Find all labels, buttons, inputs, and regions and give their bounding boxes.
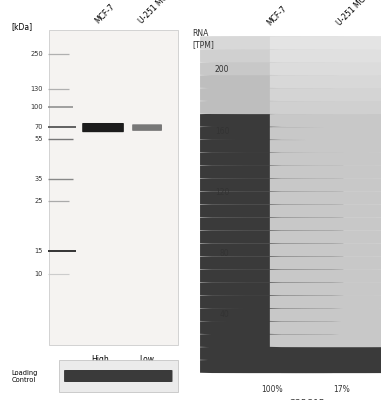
FancyBboxPatch shape — [270, 101, 385, 114]
FancyBboxPatch shape — [200, 192, 343, 205]
FancyBboxPatch shape — [200, 62, 343, 75]
Text: Loading
Control: Loading Control — [12, 370, 38, 382]
FancyBboxPatch shape — [270, 217, 385, 231]
FancyBboxPatch shape — [200, 88, 343, 101]
FancyBboxPatch shape — [270, 178, 385, 192]
Text: 40: 40 — [219, 310, 229, 319]
FancyBboxPatch shape — [49, 30, 177, 345]
FancyBboxPatch shape — [200, 334, 343, 347]
FancyBboxPatch shape — [59, 360, 177, 392]
FancyBboxPatch shape — [270, 114, 385, 127]
FancyBboxPatch shape — [270, 127, 385, 140]
FancyBboxPatch shape — [270, 243, 385, 256]
FancyBboxPatch shape — [200, 321, 343, 334]
FancyBboxPatch shape — [270, 269, 385, 282]
FancyBboxPatch shape — [270, 49, 385, 62]
Text: 200: 200 — [215, 66, 229, 74]
FancyBboxPatch shape — [132, 124, 162, 131]
Text: 10: 10 — [35, 271, 43, 277]
FancyBboxPatch shape — [200, 36, 343, 49]
FancyBboxPatch shape — [64, 370, 172, 382]
FancyBboxPatch shape — [270, 282, 385, 296]
FancyBboxPatch shape — [82, 123, 124, 132]
FancyBboxPatch shape — [200, 140, 343, 153]
Text: [kDa]: [kDa] — [12, 22, 33, 31]
Text: 15: 15 — [35, 248, 43, 254]
FancyBboxPatch shape — [200, 166, 343, 179]
FancyBboxPatch shape — [270, 62, 385, 75]
FancyBboxPatch shape — [270, 140, 385, 153]
Text: 100%: 100% — [261, 385, 283, 394]
Text: 130: 130 — [30, 86, 43, 92]
FancyBboxPatch shape — [270, 360, 385, 373]
Text: High: High — [91, 354, 109, 364]
FancyBboxPatch shape — [270, 192, 385, 205]
FancyBboxPatch shape — [200, 269, 343, 282]
Text: 70: 70 — [34, 124, 43, 130]
FancyBboxPatch shape — [270, 36, 385, 49]
FancyBboxPatch shape — [200, 308, 343, 321]
Text: 25: 25 — [34, 198, 43, 204]
FancyBboxPatch shape — [200, 217, 343, 231]
Text: 55: 55 — [34, 136, 43, 142]
FancyBboxPatch shape — [200, 230, 343, 244]
FancyBboxPatch shape — [270, 75, 385, 88]
FancyBboxPatch shape — [200, 101, 343, 114]
Text: MCF-7: MCF-7 — [93, 2, 117, 25]
FancyBboxPatch shape — [200, 153, 343, 166]
FancyBboxPatch shape — [270, 295, 385, 308]
FancyBboxPatch shape — [200, 114, 343, 127]
Text: U-251 MG: U-251 MG — [137, 0, 170, 25]
Text: CORO1B: CORO1B — [289, 399, 325, 400]
Text: 35: 35 — [35, 176, 43, 182]
FancyBboxPatch shape — [270, 230, 385, 244]
FancyBboxPatch shape — [270, 166, 385, 179]
FancyBboxPatch shape — [200, 295, 343, 308]
Text: 250: 250 — [30, 52, 43, 58]
FancyBboxPatch shape — [200, 127, 343, 140]
FancyBboxPatch shape — [270, 88, 385, 101]
FancyBboxPatch shape — [270, 334, 385, 347]
Text: U-251 MG: U-251 MG — [335, 0, 368, 28]
Text: 160: 160 — [215, 127, 229, 136]
Text: RNA
[TPM]: RNA [TPM] — [192, 29, 214, 49]
FancyBboxPatch shape — [270, 321, 385, 334]
Text: 17%: 17% — [333, 385, 350, 394]
FancyBboxPatch shape — [200, 75, 343, 88]
FancyBboxPatch shape — [270, 153, 385, 166]
FancyBboxPatch shape — [270, 256, 385, 270]
Text: MCF-7: MCF-7 — [265, 4, 289, 28]
Text: 120: 120 — [215, 188, 229, 197]
FancyBboxPatch shape — [200, 347, 343, 360]
Text: 80: 80 — [220, 249, 229, 258]
FancyBboxPatch shape — [200, 49, 343, 62]
FancyBboxPatch shape — [200, 243, 343, 256]
Text: Low: Low — [140, 354, 154, 364]
FancyBboxPatch shape — [270, 308, 385, 321]
FancyBboxPatch shape — [200, 178, 343, 192]
Text: 100: 100 — [30, 104, 43, 110]
FancyBboxPatch shape — [200, 360, 343, 373]
FancyBboxPatch shape — [270, 204, 385, 218]
FancyBboxPatch shape — [200, 204, 343, 218]
FancyBboxPatch shape — [200, 256, 343, 270]
FancyBboxPatch shape — [200, 282, 343, 296]
FancyBboxPatch shape — [270, 347, 385, 360]
